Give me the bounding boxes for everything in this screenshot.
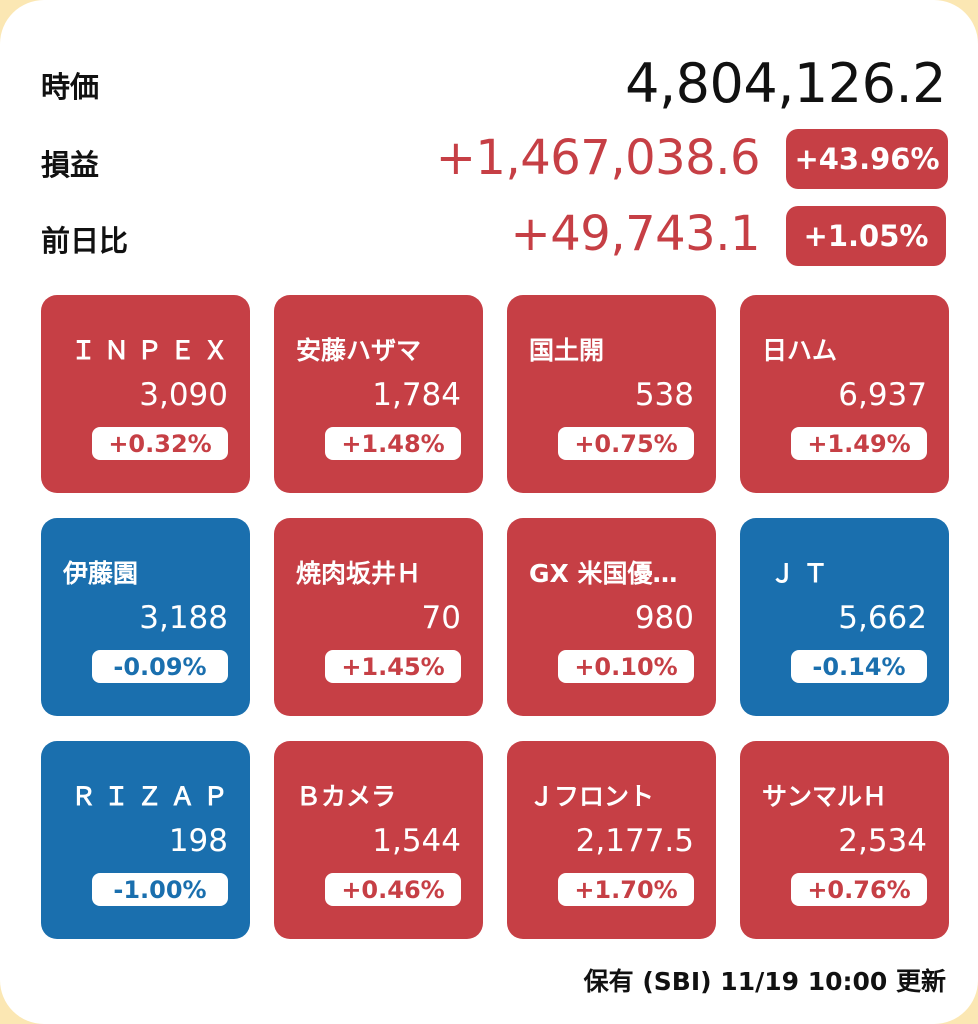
stock-name: ＩＮＰＥＸ bbox=[71, 336, 237, 365]
profit-label: 損益 bbox=[41, 148, 100, 182]
stock-name: 焼肉坂井Ｈ bbox=[296, 559, 422, 588]
stock-change-badge: +0.76% bbox=[791, 873, 927, 906]
stock-tile[interactable]: Ｊフロント 2,177.5 +1.70% bbox=[507, 741, 716, 939]
stock-tile[interactable]: 日ハム 6,937 +1.49% bbox=[740, 295, 949, 493]
stock-name: 国土開 bbox=[529, 336, 605, 365]
stock-price: 538 bbox=[634, 377, 694, 413]
stock-tile[interactable]: Ｂカメラ 1,544 +0.46% bbox=[274, 741, 483, 939]
stock-change-badge: +1.48% bbox=[325, 427, 461, 460]
stock-change-badge: +1.70% bbox=[558, 873, 694, 906]
stock-price: 6,937 bbox=[838, 377, 927, 413]
day-change-label: 前日比 bbox=[41, 224, 129, 258]
day-change-value: +49,743.1 bbox=[510, 206, 761, 262]
stock-change-badge: +1.49% bbox=[791, 427, 927, 460]
stock-tile[interactable]: ＲＩＺＡＰ 198 -1.00% bbox=[41, 741, 250, 939]
stock-change-badge: -0.09% bbox=[92, 650, 228, 683]
stock-change-badge: +0.32% bbox=[92, 427, 228, 460]
stock-change-badge: +1.45% bbox=[325, 650, 461, 683]
stock-tile[interactable]: ＩＮＰＥＸ 3,090 +0.32% bbox=[41, 295, 250, 493]
stock-name: Ｂカメラ bbox=[296, 782, 397, 811]
stock-name: 日ハム bbox=[762, 336, 838, 365]
market-value: 4,804,126.2 bbox=[625, 52, 946, 115]
day-change-percent-badge: +1.05% bbox=[786, 206, 946, 266]
update-timestamp: 保有 (SBI) 11/19 10:00 更新 bbox=[583, 967, 946, 996]
stock-tile[interactable]: 伊藤園 3,188 -0.09% bbox=[41, 518, 250, 716]
stock-price: 3,188 bbox=[139, 600, 228, 636]
stock-name: 安藤ハザマ bbox=[296, 336, 422, 365]
stock-tile[interactable]: サンマルＨ 2,534 +0.76% bbox=[740, 741, 949, 939]
stock-price: 2,177.5 bbox=[575, 823, 694, 859]
stock-change-badge: +0.75% bbox=[558, 427, 694, 460]
stock-name: GX 米国優… bbox=[529, 559, 678, 588]
stock-tile[interactable]: 焼肉坂井Ｈ 70 +1.45% bbox=[274, 518, 483, 716]
stock-tile[interactable]: 安藤ハザマ 1,784 +1.48% bbox=[274, 295, 483, 493]
stock-price: 1,544 bbox=[372, 823, 461, 859]
profit-percent-badge: +43.96% bbox=[786, 129, 948, 189]
stock-change-badge: -0.14% bbox=[791, 650, 927, 683]
stock-name: ＪＴ bbox=[770, 559, 837, 588]
stock-price: 1,784 bbox=[372, 377, 461, 413]
stock-tile[interactable]: ＪＴ 5,662 -0.14% bbox=[740, 518, 949, 716]
stock-price: 2,534 bbox=[838, 823, 927, 859]
stock-name: ＲＩＺＡＰ bbox=[71, 782, 237, 811]
stock-tile[interactable]: GX 米国優… 980 +0.10% bbox=[507, 518, 716, 716]
stock-name: 伊藤園 bbox=[63, 559, 139, 588]
profit-value: +1,467,038.6 bbox=[435, 130, 761, 186]
stock-name: サンマルＨ bbox=[762, 782, 888, 811]
stock-change-badge: +0.10% bbox=[558, 650, 694, 683]
stock-name: Ｊフロント bbox=[529, 782, 655, 811]
market-value-label: 時価 bbox=[41, 70, 100, 104]
stock-change-badge: -1.00% bbox=[92, 873, 228, 906]
stock-price: 980 bbox=[634, 600, 694, 636]
stock-price: 5,662 bbox=[838, 600, 927, 636]
stock-price: 198 bbox=[168, 823, 228, 859]
stock-tile[interactable]: 国土開 538 +0.75% bbox=[507, 295, 716, 493]
stock-price: 3,090 bbox=[139, 377, 228, 413]
stock-price: 70 bbox=[421, 600, 461, 636]
stock-change-badge: +0.46% bbox=[325, 873, 461, 906]
